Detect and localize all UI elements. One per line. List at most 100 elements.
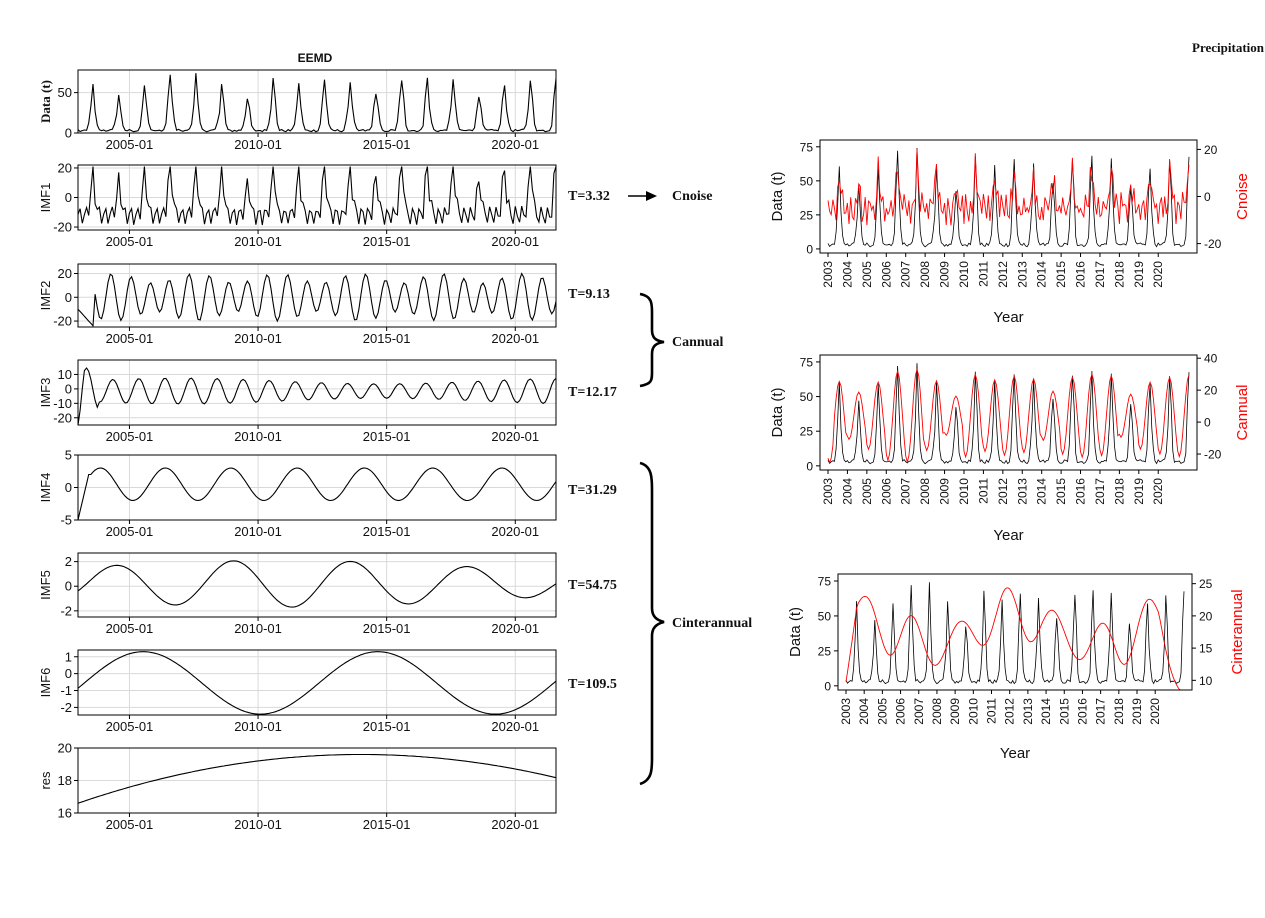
- y-axis-label-res: res: [38, 771, 53, 790]
- series-line-imf6: [77, 651, 557, 715]
- y-axis-label-right: Cannual: [1234, 385, 1251, 441]
- x-tick-label: 2012: [996, 478, 1010, 505]
- x-tick-label: 2009: [948, 698, 962, 725]
- component-label-cnoise: Cnoise: [672, 189, 712, 204]
- y-right-tick-label: 0: [1204, 190, 1211, 204]
- eemd-panel-imf5: 2005-01 2010-01 2015-01 2020-01 2 0 -2 IMF5: [38, 552, 557, 636]
- y-tick-label: 50: [800, 390, 814, 404]
- y-tick-label: -10: [53, 396, 72, 411]
- x-tick-label: 2010-01: [234, 137, 282, 152]
- y-tick-label: -2: [60, 700, 72, 715]
- eemd-panel-data: 2005-01 2010-01 2015-01 2020-01 0 50 Data (t): [38, 69, 557, 152]
- x-tick-label: 2019: [1132, 478, 1146, 505]
- x-tick-label: 2015-01: [363, 817, 411, 832]
- x-tick-label: 2010-01: [234, 429, 282, 444]
- period-label-imf4: T=31.29: [568, 483, 617, 498]
- y-tick-label: 18: [58, 773, 72, 788]
- x-tick-label: 2019: [1130, 698, 1144, 725]
- y-tick-label: 0: [65, 190, 72, 205]
- y-tick-label: 20: [58, 741, 72, 756]
- x-tick-label: 2005: [860, 261, 874, 288]
- x-tick-label: 2012: [996, 261, 1010, 288]
- x-tick-label: 2016: [1074, 478, 1088, 505]
- y-right-tick-label: 40: [1204, 352, 1218, 366]
- x-tick-label: 2005: [860, 478, 874, 505]
- x-tick-label: 2020-01: [491, 331, 539, 346]
- x-tick-label: 2010-01: [234, 621, 282, 636]
- x-tick-label: 2009: [938, 478, 952, 505]
- y-tick-label: -5: [60, 513, 72, 528]
- x-tick-label: 2011: [976, 261, 990, 287]
- x-tick-label: 2006: [894, 698, 908, 725]
- y-tick-label: 0: [65, 480, 72, 495]
- x-tick-label: 2020-01: [491, 719, 539, 734]
- y-axis-label-imf4: IMF4: [38, 473, 53, 503]
- arrow-head-icon: [646, 191, 657, 201]
- brace-cannual-icon: [639, 292, 665, 388]
- series-line-res: [77, 753, 557, 804]
- component-label-cinterannual: Cinterannual: [672, 616, 752, 631]
- precipitation-title: Precipitation: [1192, 40, 1265, 55]
- x-tick-label: 2005-01: [106, 524, 154, 539]
- x-tick-label: 2003: [821, 478, 835, 505]
- x-tick-label: 2015-01: [363, 234, 411, 249]
- x-tick-label: 2009: [938, 261, 952, 288]
- x-axis-label: Year: [993, 527, 1023, 544]
- x-tick-label: 2005-01: [106, 234, 154, 249]
- x-tick-label: 2011: [985, 698, 999, 724]
- y-tick-label: 5: [65, 448, 72, 463]
- x-tick-label: 2014: [1035, 478, 1049, 505]
- axes-frame: [819, 354, 1198, 471]
- y-tick-label: 0: [65, 579, 72, 594]
- x-tick-label: 2007: [912, 698, 926, 725]
- x-tick-label: 2015-01: [363, 137, 411, 152]
- y-axis-label-imf1: IMF1: [38, 183, 53, 213]
- y-right-tick-label: 0: [1204, 416, 1211, 430]
- y-tick-label: 0: [806, 242, 813, 256]
- series-line-imf4: [77, 467, 557, 521]
- x-tick-label: 2016: [1075, 698, 1089, 725]
- y-right-tick-label: 20: [1199, 609, 1213, 623]
- y-tick-label: 0: [65, 381, 72, 396]
- x-tick-label: 2015: [1054, 261, 1068, 288]
- x-tick-label: 2005-01: [106, 621, 154, 636]
- y-tick-label: 25: [818, 644, 832, 658]
- x-tick-label: 2015-01: [363, 621, 411, 636]
- x-tick-label: 2008: [930, 698, 944, 725]
- axes-frame: [77, 649, 557, 716]
- y-axis-label: Data (t): [769, 387, 786, 437]
- series-line-imf2: [77, 272, 557, 328]
- x-tick-label: 2019: [1132, 261, 1146, 288]
- y-tick-label: -20: [53, 220, 72, 235]
- y-axis-label-imf6: IMF6: [38, 668, 53, 698]
- x-tick-label: 2016: [1074, 261, 1088, 288]
- y-tick-label: 0: [824, 679, 831, 693]
- x-tick-label: 2010-01: [234, 331, 282, 346]
- x-tick-label: 2006: [879, 261, 893, 288]
- eemd-title: EEMD: [298, 51, 333, 65]
- y-axis-label: Data (t): [787, 607, 804, 657]
- x-tick-label: 2005: [875, 698, 889, 725]
- x-tick-label: 2018: [1112, 478, 1126, 505]
- period-label-imf1: T=3.32: [568, 189, 610, 204]
- x-tick-label: 2017: [1093, 478, 1107, 505]
- y-axis-label-right: Cinterannual: [1229, 589, 1246, 674]
- series-line-imf1: [77, 166, 557, 226]
- x-tick-label: 2015: [1057, 698, 1071, 725]
- y-tick-label: -20: [53, 410, 72, 425]
- y-tick-label: 0: [806, 459, 813, 473]
- eemd-panel-imf6: 2005-01 2010-01 2015-01 2020-01 1 0 -1 -2 IMF6: [38, 649, 557, 734]
- y-tick-label: 10: [58, 367, 72, 382]
- component-label-cannual: Cannual: [672, 335, 723, 350]
- y-tick-label: 50: [800, 174, 814, 188]
- y-tick-label: 25: [800, 208, 814, 222]
- x-tick-label: 2004: [840, 478, 854, 505]
- x-tick-label: 2010-01: [234, 234, 282, 249]
- x-tick-label: 2014: [1035, 261, 1049, 288]
- period-label-imf3: T=12.17: [568, 385, 617, 400]
- x-tick-label: 2007: [899, 261, 913, 288]
